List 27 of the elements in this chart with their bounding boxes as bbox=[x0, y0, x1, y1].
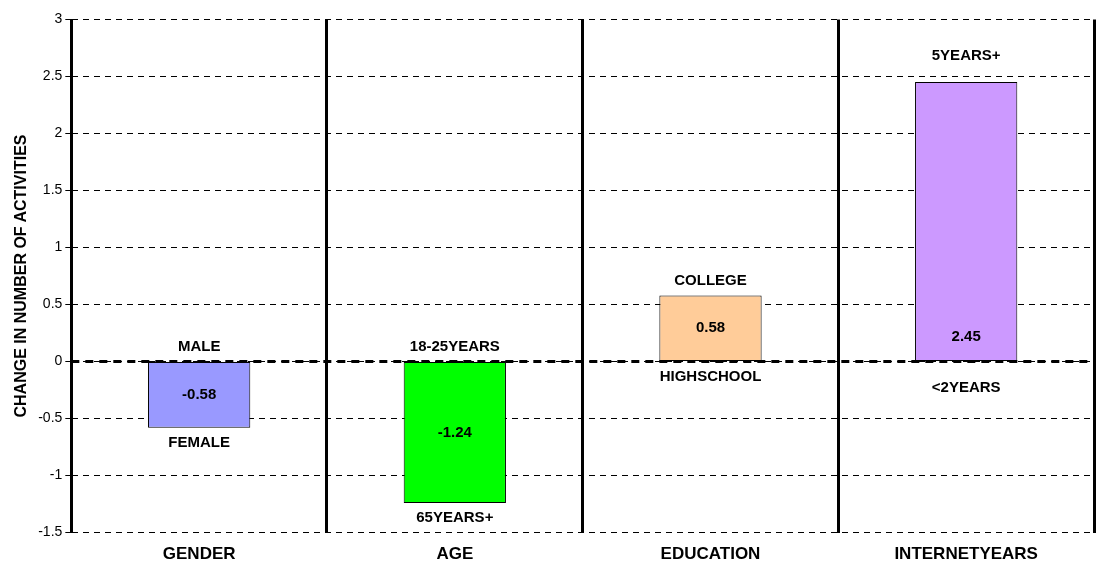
y-tick-label: -1 bbox=[49, 466, 63, 483]
x-tick-label: INTERNETYEARS bbox=[894, 544, 1038, 564]
x-tick-label: GENDER bbox=[162, 544, 236, 564]
annotation: COLLEGE bbox=[674, 270, 747, 288]
annotation: <2YEARS bbox=[931, 377, 1001, 395]
y-tick-label: 1 bbox=[54, 238, 63, 255]
annotation: 65YEARS+ bbox=[416, 508, 494, 526]
data-label: 2.45 bbox=[951, 326, 981, 344]
data-label: -1.24 bbox=[437, 422, 473, 440]
y-axis-title: CHANGE IN NUMBER OF ACTIVITIES bbox=[12, 134, 30, 418]
x-tick-label: AGE bbox=[436, 544, 474, 564]
data-label: -0.58 bbox=[182, 385, 217, 402]
y-tick-label: 2.5 bbox=[42, 67, 63, 84]
annotation: HIGHSCHOOL bbox=[659, 366, 762, 384]
x-tick-label: EDUCATION bbox=[660, 544, 761, 564]
data-label: 0.58 bbox=[695, 318, 726, 336]
annotation: FEMALE bbox=[168, 432, 230, 450]
y-tick-label: -0.5 bbox=[38, 409, 63, 426]
y-tick-label: 3 bbox=[54, 10, 63, 27]
y-tick-label: 1.5 bbox=[42, 181, 63, 198]
annotation: 5YEARS+ bbox=[931, 46, 1001, 64]
annotation: 18-25YEARS bbox=[409, 336, 500, 354]
y-tick-label: -1.5 bbox=[38, 523, 63, 540]
y-tick-label: 2 bbox=[54, 124, 63, 141]
annotation: MALE bbox=[177, 336, 221, 354]
y-tick-label: 0 bbox=[54, 352, 63, 369]
y-tick-label: 0.5 bbox=[42, 295, 63, 312]
